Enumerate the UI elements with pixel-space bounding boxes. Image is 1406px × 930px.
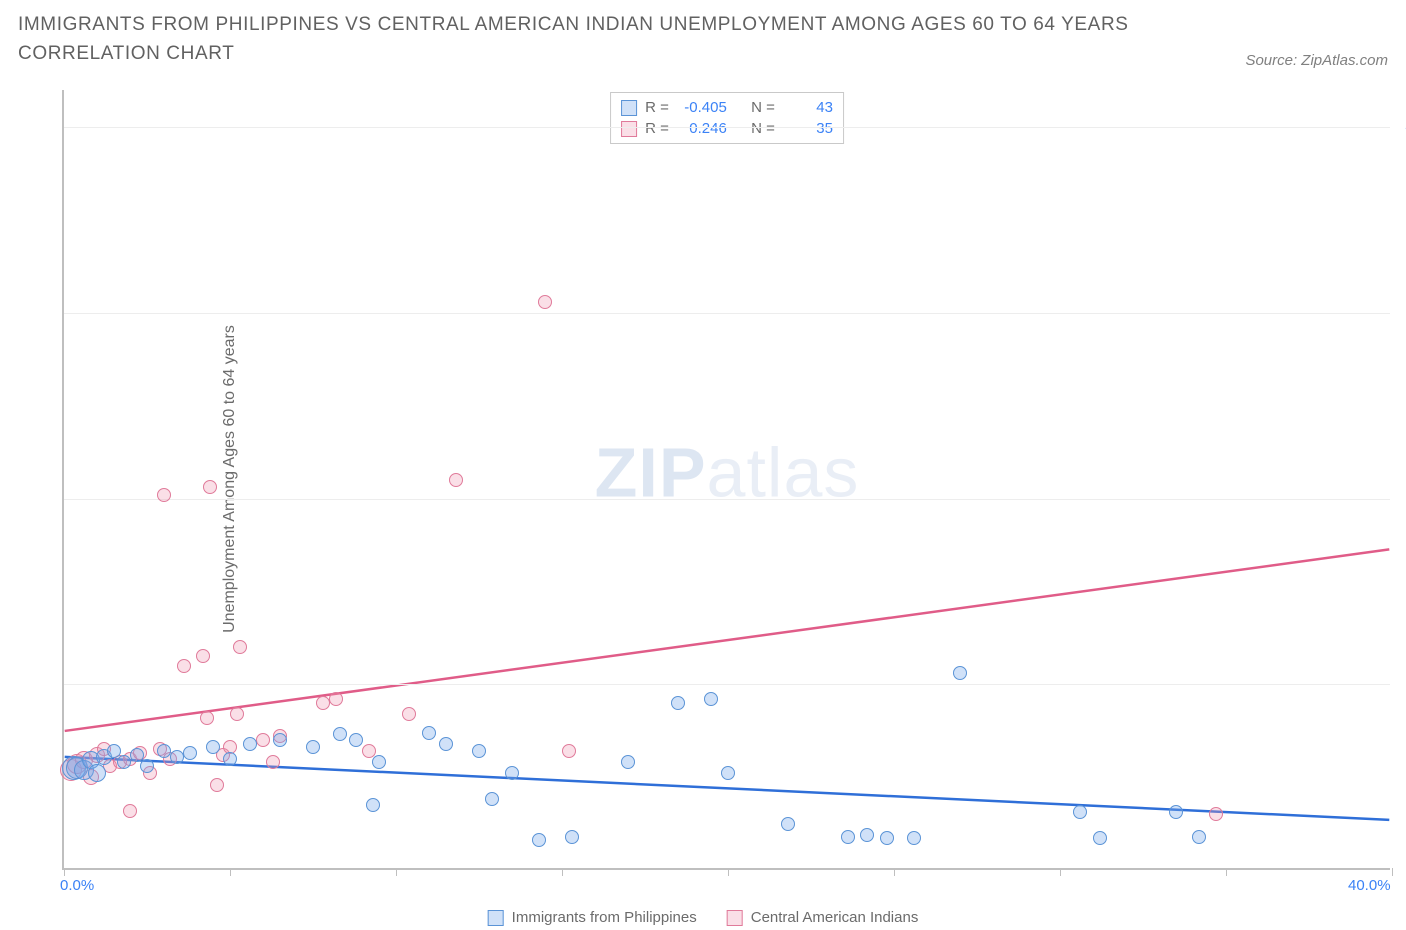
watermark-bold: ZIP bbox=[595, 434, 707, 512]
y-gridline bbox=[64, 127, 1390, 128]
scatter-point bbox=[243, 737, 257, 751]
scatter-point bbox=[449, 473, 463, 487]
scatter-point bbox=[316, 696, 330, 710]
scatter-point bbox=[203, 480, 217, 494]
scatter-point bbox=[721, 766, 735, 780]
legend-row-blue: R = -0.405 N = 43 bbox=[621, 97, 833, 118]
y-gridline bbox=[64, 313, 1390, 314]
pink-r: 0.246 bbox=[681, 120, 727, 137]
scatter-point bbox=[273, 733, 287, 747]
scatter-point bbox=[210, 778, 224, 792]
pink-series-label: Central American Indians bbox=[751, 909, 919, 926]
scatter-point bbox=[200, 711, 214, 725]
x-tick bbox=[894, 868, 895, 876]
scatter-point bbox=[256, 733, 270, 747]
x-tick bbox=[1060, 868, 1061, 876]
scatter-point bbox=[505, 766, 519, 780]
scatter-point bbox=[953, 666, 967, 680]
scatter-point bbox=[671, 696, 685, 710]
blue-n: 43 bbox=[787, 99, 833, 116]
scatter-point bbox=[1169, 805, 1183, 819]
swatch-pink bbox=[621, 121, 637, 137]
scatter-point bbox=[157, 744, 171, 758]
pink-n: 35 bbox=[787, 120, 833, 137]
blue-series-label: Immigrants from Philippines bbox=[512, 909, 697, 926]
y-axis-label: Unemployment Among Ages 60 to 64 years bbox=[221, 325, 239, 633]
n-prefix-2: N = bbox=[751, 120, 775, 137]
scatter-point bbox=[233, 640, 247, 654]
scatter-point bbox=[472, 744, 486, 758]
bottom-legend-blue: Immigrants from Philippines bbox=[488, 909, 697, 926]
scatter-point bbox=[621, 755, 635, 769]
legend-row-pink: R = 0.246 N = 35 bbox=[621, 118, 833, 139]
scatter-point bbox=[170, 750, 184, 764]
scatter-point bbox=[907, 831, 921, 845]
x-tick bbox=[728, 868, 729, 876]
x-min-label: 0.0% bbox=[60, 877, 94, 894]
scatter-point bbox=[562, 744, 576, 758]
pink-trend-line bbox=[65, 549, 1390, 731]
scatter-point bbox=[123, 804, 137, 818]
scatter-point bbox=[329, 692, 343, 706]
source-label: Source: ZipAtlas.com bbox=[1245, 52, 1388, 69]
scatter-point bbox=[333, 727, 347, 741]
x-tick bbox=[230, 868, 231, 876]
scatter-point bbox=[538, 295, 552, 309]
scatter-point bbox=[183, 746, 197, 760]
scatter-point bbox=[1073, 805, 1087, 819]
scatter-point bbox=[439, 737, 453, 751]
x-tick bbox=[562, 868, 563, 876]
x-tick bbox=[396, 868, 397, 876]
x-tick bbox=[1392, 868, 1393, 876]
r-prefix: R = bbox=[645, 99, 669, 116]
scatter-point bbox=[1209, 807, 1223, 821]
scatter-point bbox=[781, 817, 795, 831]
x-tick bbox=[1226, 868, 1227, 876]
scatter-point bbox=[177, 659, 191, 673]
scatter-point bbox=[223, 752, 237, 766]
chart-title: IMMIGRANTS FROM PHILIPPINES VS CENTRAL A… bbox=[18, 10, 1158, 69]
swatch-blue bbox=[621, 100, 637, 116]
scatter-point bbox=[880, 831, 894, 845]
bottom-legend: Immigrants from Philippines Central Amer… bbox=[488, 909, 919, 926]
n-prefix: N = bbox=[751, 99, 775, 116]
scatter-point bbox=[196, 649, 210, 663]
scatter-point bbox=[366, 798, 380, 812]
scatter-point bbox=[485, 792, 499, 806]
scatter-point bbox=[372, 755, 386, 769]
scatter-point bbox=[157, 488, 171, 502]
bottom-legend-pink: Central American Indians bbox=[727, 909, 919, 926]
watermark: ZIPatlas bbox=[595, 433, 860, 513]
swatch-pink-b bbox=[727, 910, 743, 926]
scatter-point bbox=[349, 733, 363, 747]
r-prefix-2: R = bbox=[645, 120, 669, 137]
swatch-blue-b bbox=[488, 910, 504, 926]
scatter-point bbox=[860, 828, 874, 842]
watermark-light: atlas bbox=[707, 434, 860, 512]
scatter-point bbox=[140, 759, 154, 773]
plot-area: Unemployment Among Ages 60 to 64 years Z… bbox=[62, 90, 1390, 870]
scatter-point bbox=[230, 707, 244, 721]
y-gridline bbox=[64, 499, 1390, 500]
blue-r: -0.405 bbox=[681, 99, 727, 116]
trend-lines-svg bbox=[64, 90, 1390, 868]
scatter-point bbox=[565, 830, 579, 844]
scatter-point bbox=[1093, 831, 1107, 845]
scatter-point bbox=[422, 726, 436, 740]
scatter-point bbox=[704, 692, 718, 706]
scatter-point bbox=[266, 755, 280, 769]
x-max-label: 40.0% bbox=[1348, 877, 1391, 894]
scatter-point bbox=[206, 740, 220, 754]
scatter-point bbox=[1192, 830, 1206, 844]
scatter-point bbox=[117, 755, 131, 769]
stats-legend: R = -0.405 N = 43 R = 0.246 N = 35 bbox=[610, 92, 844, 144]
y-gridline bbox=[64, 684, 1390, 685]
scatter-point bbox=[532, 833, 546, 847]
scatter-point bbox=[841, 830, 855, 844]
scatter-point bbox=[88, 764, 106, 782]
x-tick bbox=[64, 868, 65, 876]
scatter-point bbox=[306, 740, 320, 754]
scatter-point bbox=[402, 707, 416, 721]
